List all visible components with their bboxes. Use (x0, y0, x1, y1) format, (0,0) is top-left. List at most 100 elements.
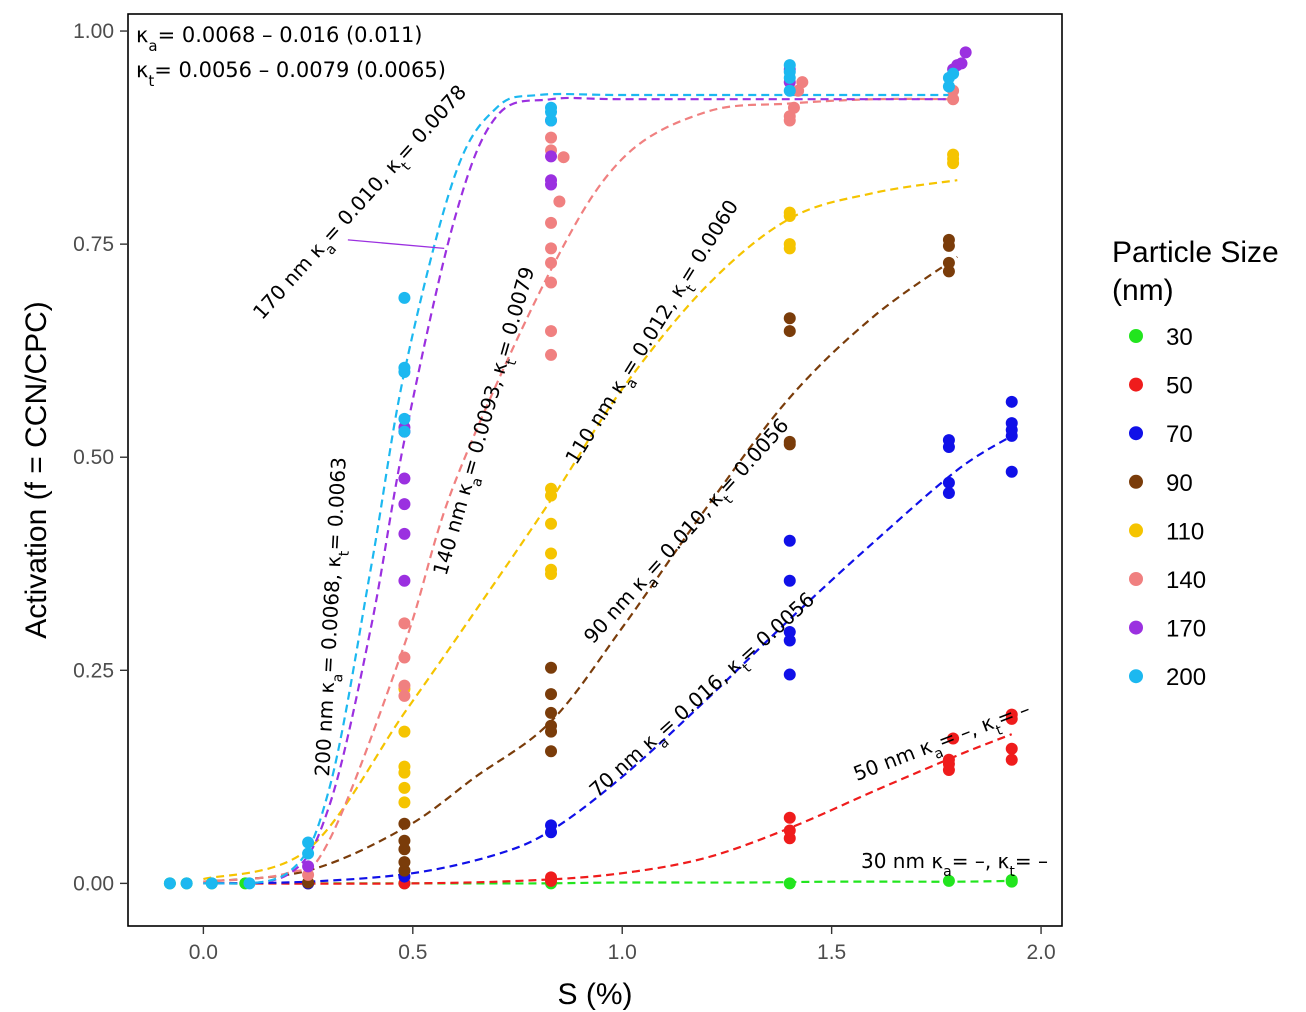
legend-item-110nm: 110 (1129, 518, 1204, 545)
point-110nm (947, 148, 960, 161)
point-90nm (545, 745, 558, 758)
legend-label-170nm: 170 (1166, 616, 1206, 643)
point-200nm (398, 425, 411, 438)
fit-curve-170nm (203, 96, 958, 885)
point-90nm (545, 688, 558, 701)
fit-curve-90nm (203, 256, 958, 883)
point-50nm (942, 753, 955, 766)
fit-curve-110nm (203, 179, 958, 881)
point-70nm (1005, 417, 1018, 430)
x-tick-label-1-0: 1.0 (608, 941, 637, 964)
point-110nm (545, 517, 558, 530)
point-90nm (398, 864, 411, 877)
point-70nm (783, 534, 796, 547)
legend-item-90nm: 90 (1129, 470, 1193, 497)
point-90nm (783, 325, 796, 338)
point-90nm (545, 719, 558, 732)
point-200nm (180, 877, 193, 890)
fit-curve-50nm (203, 733, 1013, 885)
legend-label-140nm: 140 (1166, 567, 1206, 594)
legend-title-line-1: Particle Size (1112, 236, 1279, 269)
point-140nm (545, 348, 558, 361)
point-200nm (398, 412, 411, 425)
point-200nm (783, 84, 796, 97)
legend-title-line-2: (nm) (1112, 274, 1174, 307)
point-30nm (1005, 875, 1018, 888)
point-90nm (398, 856, 411, 869)
point-90nm (942, 256, 955, 269)
legend-swatch-170nm (1129, 620, 1143, 635)
point-140nm (545, 131, 558, 144)
point-90nm (545, 661, 558, 674)
x-tick-label-2-0: 2.0 (1026, 941, 1055, 964)
point-70nm (783, 574, 796, 587)
legend-swatch-70nm (1129, 426, 1143, 441)
point-140nm (545, 256, 558, 269)
y-axis: 0.00 0.25 0.50 0.75 1.00 (73, 20, 128, 895)
legend-item-200nm: 200 (1129, 664, 1206, 691)
point-50nm (1005, 742, 1018, 755)
point-50nm (783, 811, 796, 824)
legend-swatch-50nm (1129, 377, 1143, 392)
fit-curve-70nm (203, 434, 1013, 885)
annotation-30-nm: 30 nm κa= –, κt= – (861, 849, 1048, 880)
point-140nm (545, 325, 558, 338)
point-170nm (545, 174, 558, 187)
legend-label-90nm: 90 (1166, 470, 1193, 497)
point-110nm (783, 238, 796, 251)
legend-swatch-90nm (1129, 474, 1143, 489)
point-70nm (783, 668, 796, 681)
point-140nm (557, 151, 570, 164)
point-110nm (398, 796, 411, 809)
legend-item-70nm: 70 (1129, 421, 1193, 448)
fit-curve-200nm (203, 92, 958, 885)
point-110nm (545, 547, 558, 560)
point-30nm (942, 874, 955, 887)
data-points (163, 46, 1018, 890)
point-140nm (947, 93, 960, 106)
plot-panel-border (127, 13, 1063, 927)
legend-label-110nm: 110 (1166, 518, 1204, 545)
point-170nm (302, 860, 315, 873)
legend-swatch-110nm (1129, 523, 1143, 538)
point-70nm (545, 819, 558, 832)
point-90nm (942, 233, 955, 246)
point-200nm (302, 836, 315, 849)
point-110nm (398, 725, 411, 738)
legend-swatch-200nm (1129, 669, 1143, 684)
y-tick-label-0-00: 0.00 (73, 872, 114, 895)
point-70nm (1005, 465, 1018, 478)
x-tick-label-0-5: 0.5 (398, 941, 427, 964)
summary-line-2: κt= 0.0056 – 0.0079 (0.0065) (136, 58, 446, 90)
y-tick-label-1-00: 1.00 (73, 20, 114, 43)
legend-item-140nm: 140 (1129, 567, 1206, 594)
point-170nm (545, 150, 558, 163)
point-70nm (783, 634, 796, 647)
point-90nm (783, 312, 796, 325)
point-90nm (545, 706, 558, 719)
point-110nm (783, 206, 796, 219)
legend-label-50nm: 50 (1166, 373, 1193, 400)
annotation-200-nm: 200 nm κa= 0.0068, κt= 0.0063 (310, 457, 358, 778)
legend-swatch-140nm (1129, 572, 1143, 586)
point-50nm (1005, 708, 1018, 721)
point-200nm (942, 80, 955, 93)
point-170nm (398, 498, 411, 511)
legend-item-30nm: 30 (1129, 324, 1193, 351)
legend-label-30nm: 30 (1166, 324, 1193, 351)
point-200nm (243, 877, 256, 890)
point-140nm (398, 679, 411, 692)
point-70nm (942, 476, 955, 489)
point-90nm (398, 834, 411, 847)
point-140nm (545, 276, 558, 289)
point-170nm (398, 574, 411, 587)
x-axis-title: S (%) (558, 978, 633, 1011)
point-50nm (1005, 753, 1018, 766)
point-70nm (1005, 395, 1018, 408)
point-50nm (783, 824, 796, 837)
point-140nm (398, 651, 411, 664)
point-140nm (398, 617, 411, 630)
point-140nm (787, 101, 800, 114)
point-140nm (545, 242, 558, 255)
